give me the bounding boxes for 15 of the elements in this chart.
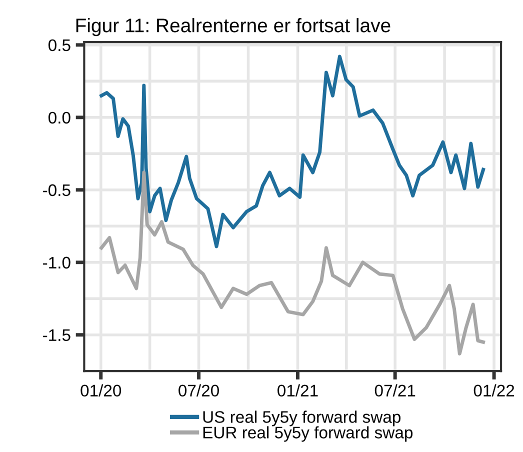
chart-title: Figur 11: Realrenterne er fortsat lave [76,18,390,36]
x-tick-label: 01/20 [80,384,122,397]
line-series [100,54,486,248]
legend-label: US real 5y5y forward swap [203,410,400,426]
x-tick-label: 07/20 [178,384,219,397]
y-tick-label: -0.5 [43,184,70,196]
y-tick-label: 0.5 [48,39,70,52]
line-series [100,170,486,356]
x-tick-label: 01/22 [474,384,514,397]
y-tick-label: -1.0 [43,256,70,269]
x-tick-label: 07/21 [374,384,416,397]
y-tick-label: -1.5 [43,329,70,342]
x-tick-label: 01/21 [278,384,318,397]
y-tick-label: 0.0 [48,112,70,124]
legend-label: EUR real 5y5y forward swap [203,426,413,442]
